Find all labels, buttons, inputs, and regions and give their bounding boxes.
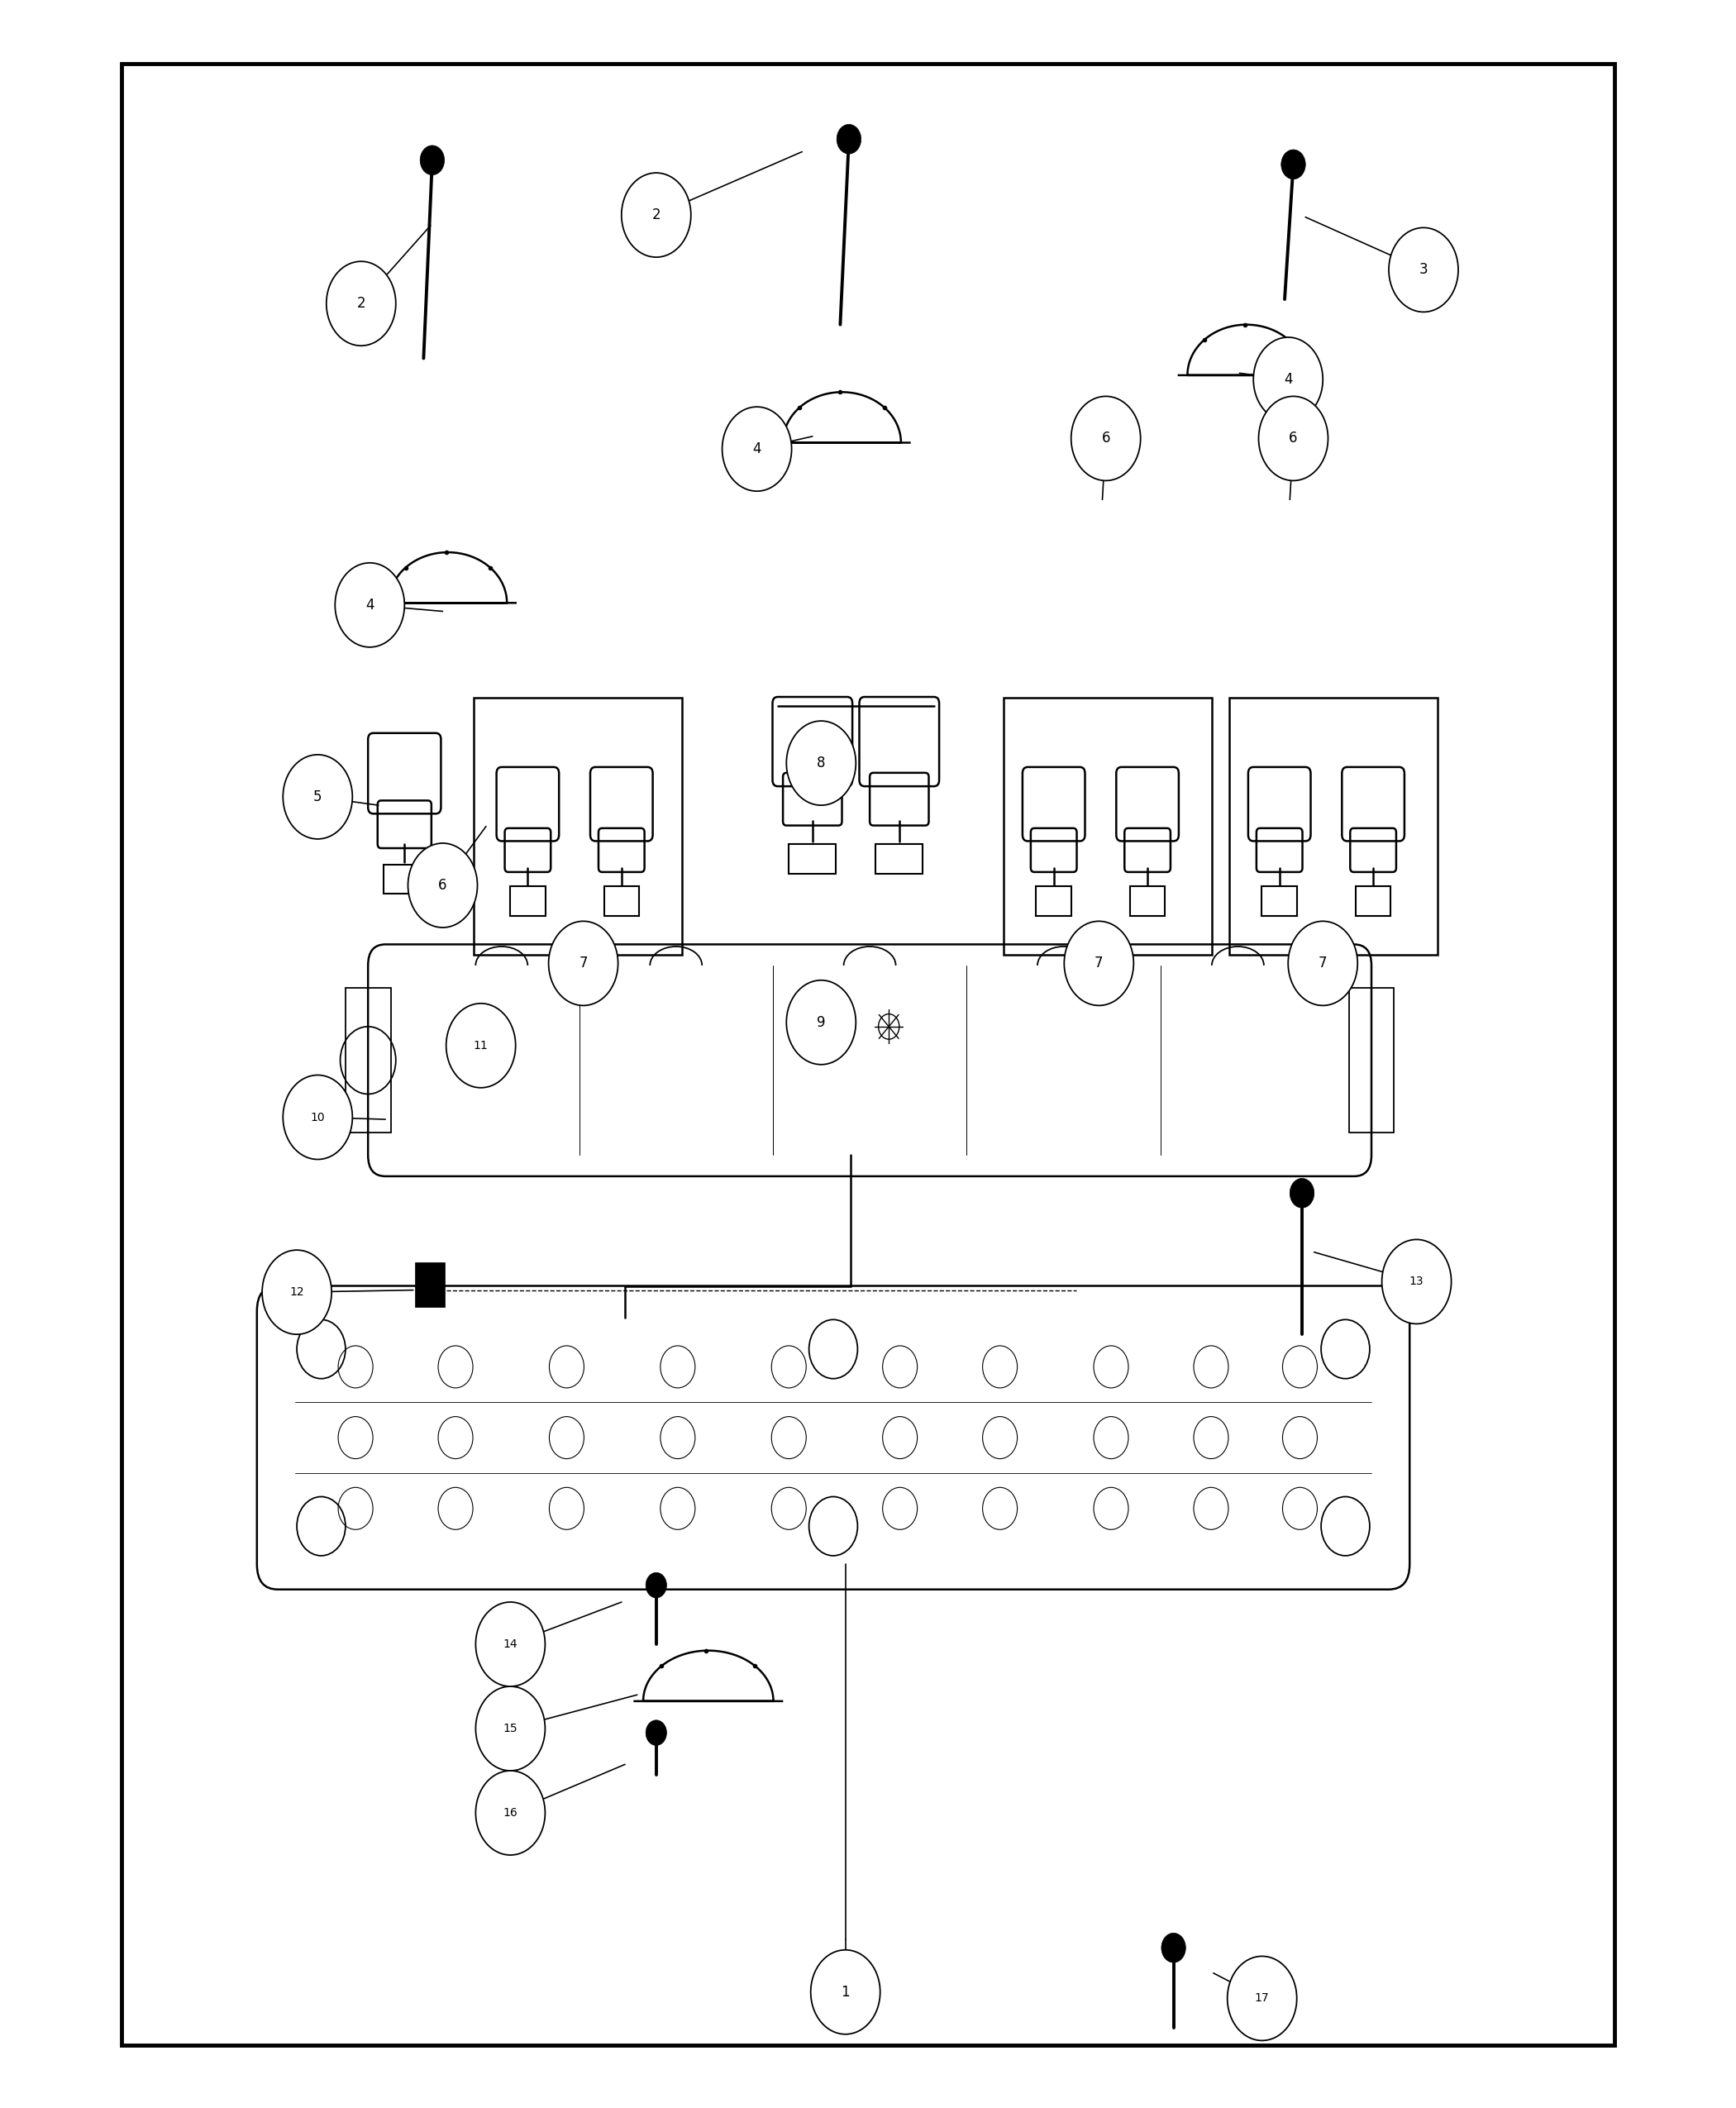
Circle shape xyxy=(1071,396,1141,481)
Bar xyxy=(474,698,682,955)
Circle shape xyxy=(408,843,477,928)
Text: 6: 6 xyxy=(1102,430,1111,447)
Bar xyxy=(1130,887,1165,917)
Circle shape xyxy=(420,145,444,175)
Bar xyxy=(1003,698,1212,955)
Bar xyxy=(1229,698,1437,955)
Bar xyxy=(1349,989,1394,1132)
Circle shape xyxy=(549,921,618,1006)
Text: 4: 4 xyxy=(753,441,760,457)
Bar xyxy=(877,843,924,873)
Text: 2: 2 xyxy=(651,207,661,223)
Text: 7: 7 xyxy=(1319,955,1328,972)
Text: 9: 9 xyxy=(816,1014,826,1031)
Circle shape xyxy=(446,1003,516,1088)
Circle shape xyxy=(335,563,404,647)
Text: 5: 5 xyxy=(312,788,323,805)
Circle shape xyxy=(326,261,396,346)
Text: 4: 4 xyxy=(365,597,375,613)
Circle shape xyxy=(1288,921,1358,1006)
Circle shape xyxy=(476,1771,545,1855)
Text: 7: 7 xyxy=(1094,955,1104,972)
Text: 12: 12 xyxy=(290,1286,304,1299)
Circle shape xyxy=(1064,921,1134,1006)
Bar xyxy=(122,63,1614,2045)
Circle shape xyxy=(1227,1956,1297,2041)
Text: 17: 17 xyxy=(1255,1992,1269,2005)
Circle shape xyxy=(1281,150,1305,179)
Circle shape xyxy=(722,407,792,491)
Bar xyxy=(1356,887,1391,917)
Text: 2: 2 xyxy=(356,295,366,312)
Bar xyxy=(415,1263,444,1307)
Bar xyxy=(1036,887,1071,917)
Text: 13: 13 xyxy=(1410,1275,1424,1288)
Circle shape xyxy=(621,173,691,257)
Bar xyxy=(510,887,545,917)
Circle shape xyxy=(811,1950,880,2034)
Bar xyxy=(384,864,425,894)
Circle shape xyxy=(646,1573,667,1598)
Text: 16: 16 xyxy=(503,1807,517,1819)
Bar xyxy=(788,843,837,873)
Text: 15: 15 xyxy=(503,1722,517,1735)
Circle shape xyxy=(646,1720,667,1745)
Circle shape xyxy=(262,1250,332,1334)
Text: 8: 8 xyxy=(816,755,826,772)
Bar xyxy=(1262,887,1297,917)
Circle shape xyxy=(283,1075,352,1159)
Text: 7: 7 xyxy=(580,955,587,972)
Bar xyxy=(604,887,639,917)
Text: 6: 6 xyxy=(1288,430,1299,447)
Circle shape xyxy=(837,124,861,154)
Text: 6: 6 xyxy=(437,877,448,894)
Text: 11: 11 xyxy=(474,1039,488,1052)
Circle shape xyxy=(1161,1933,1186,1963)
Circle shape xyxy=(283,755,352,839)
Circle shape xyxy=(1389,228,1458,312)
Circle shape xyxy=(1382,1240,1451,1324)
Circle shape xyxy=(786,980,856,1065)
Text: 1: 1 xyxy=(840,1984,851,2000)
Circle shape xyxy=(1253,337,1323,422)
Circle shape xyxy=(476,1686,545,1771)
Circle shape xyxy=(786,721,856,805)
Circle shape xyxy=(1259,396,1328,481)
Circle shape xyxy=(476,1602,545,1686)
Text: 10: 10 xyxy=(311,1111,325,1124)
Bar xyxy=(345,989,391,1132)
Text: 4: 4 xyxy=(1285,371,1292,388)
Text: 14: 14 xyxy=(503,1638,517,1651)
Circle shape xyxy=(1290,1178,1314,1208)
Text: 3: 3 xyxy=(1418,261,1429,278)
